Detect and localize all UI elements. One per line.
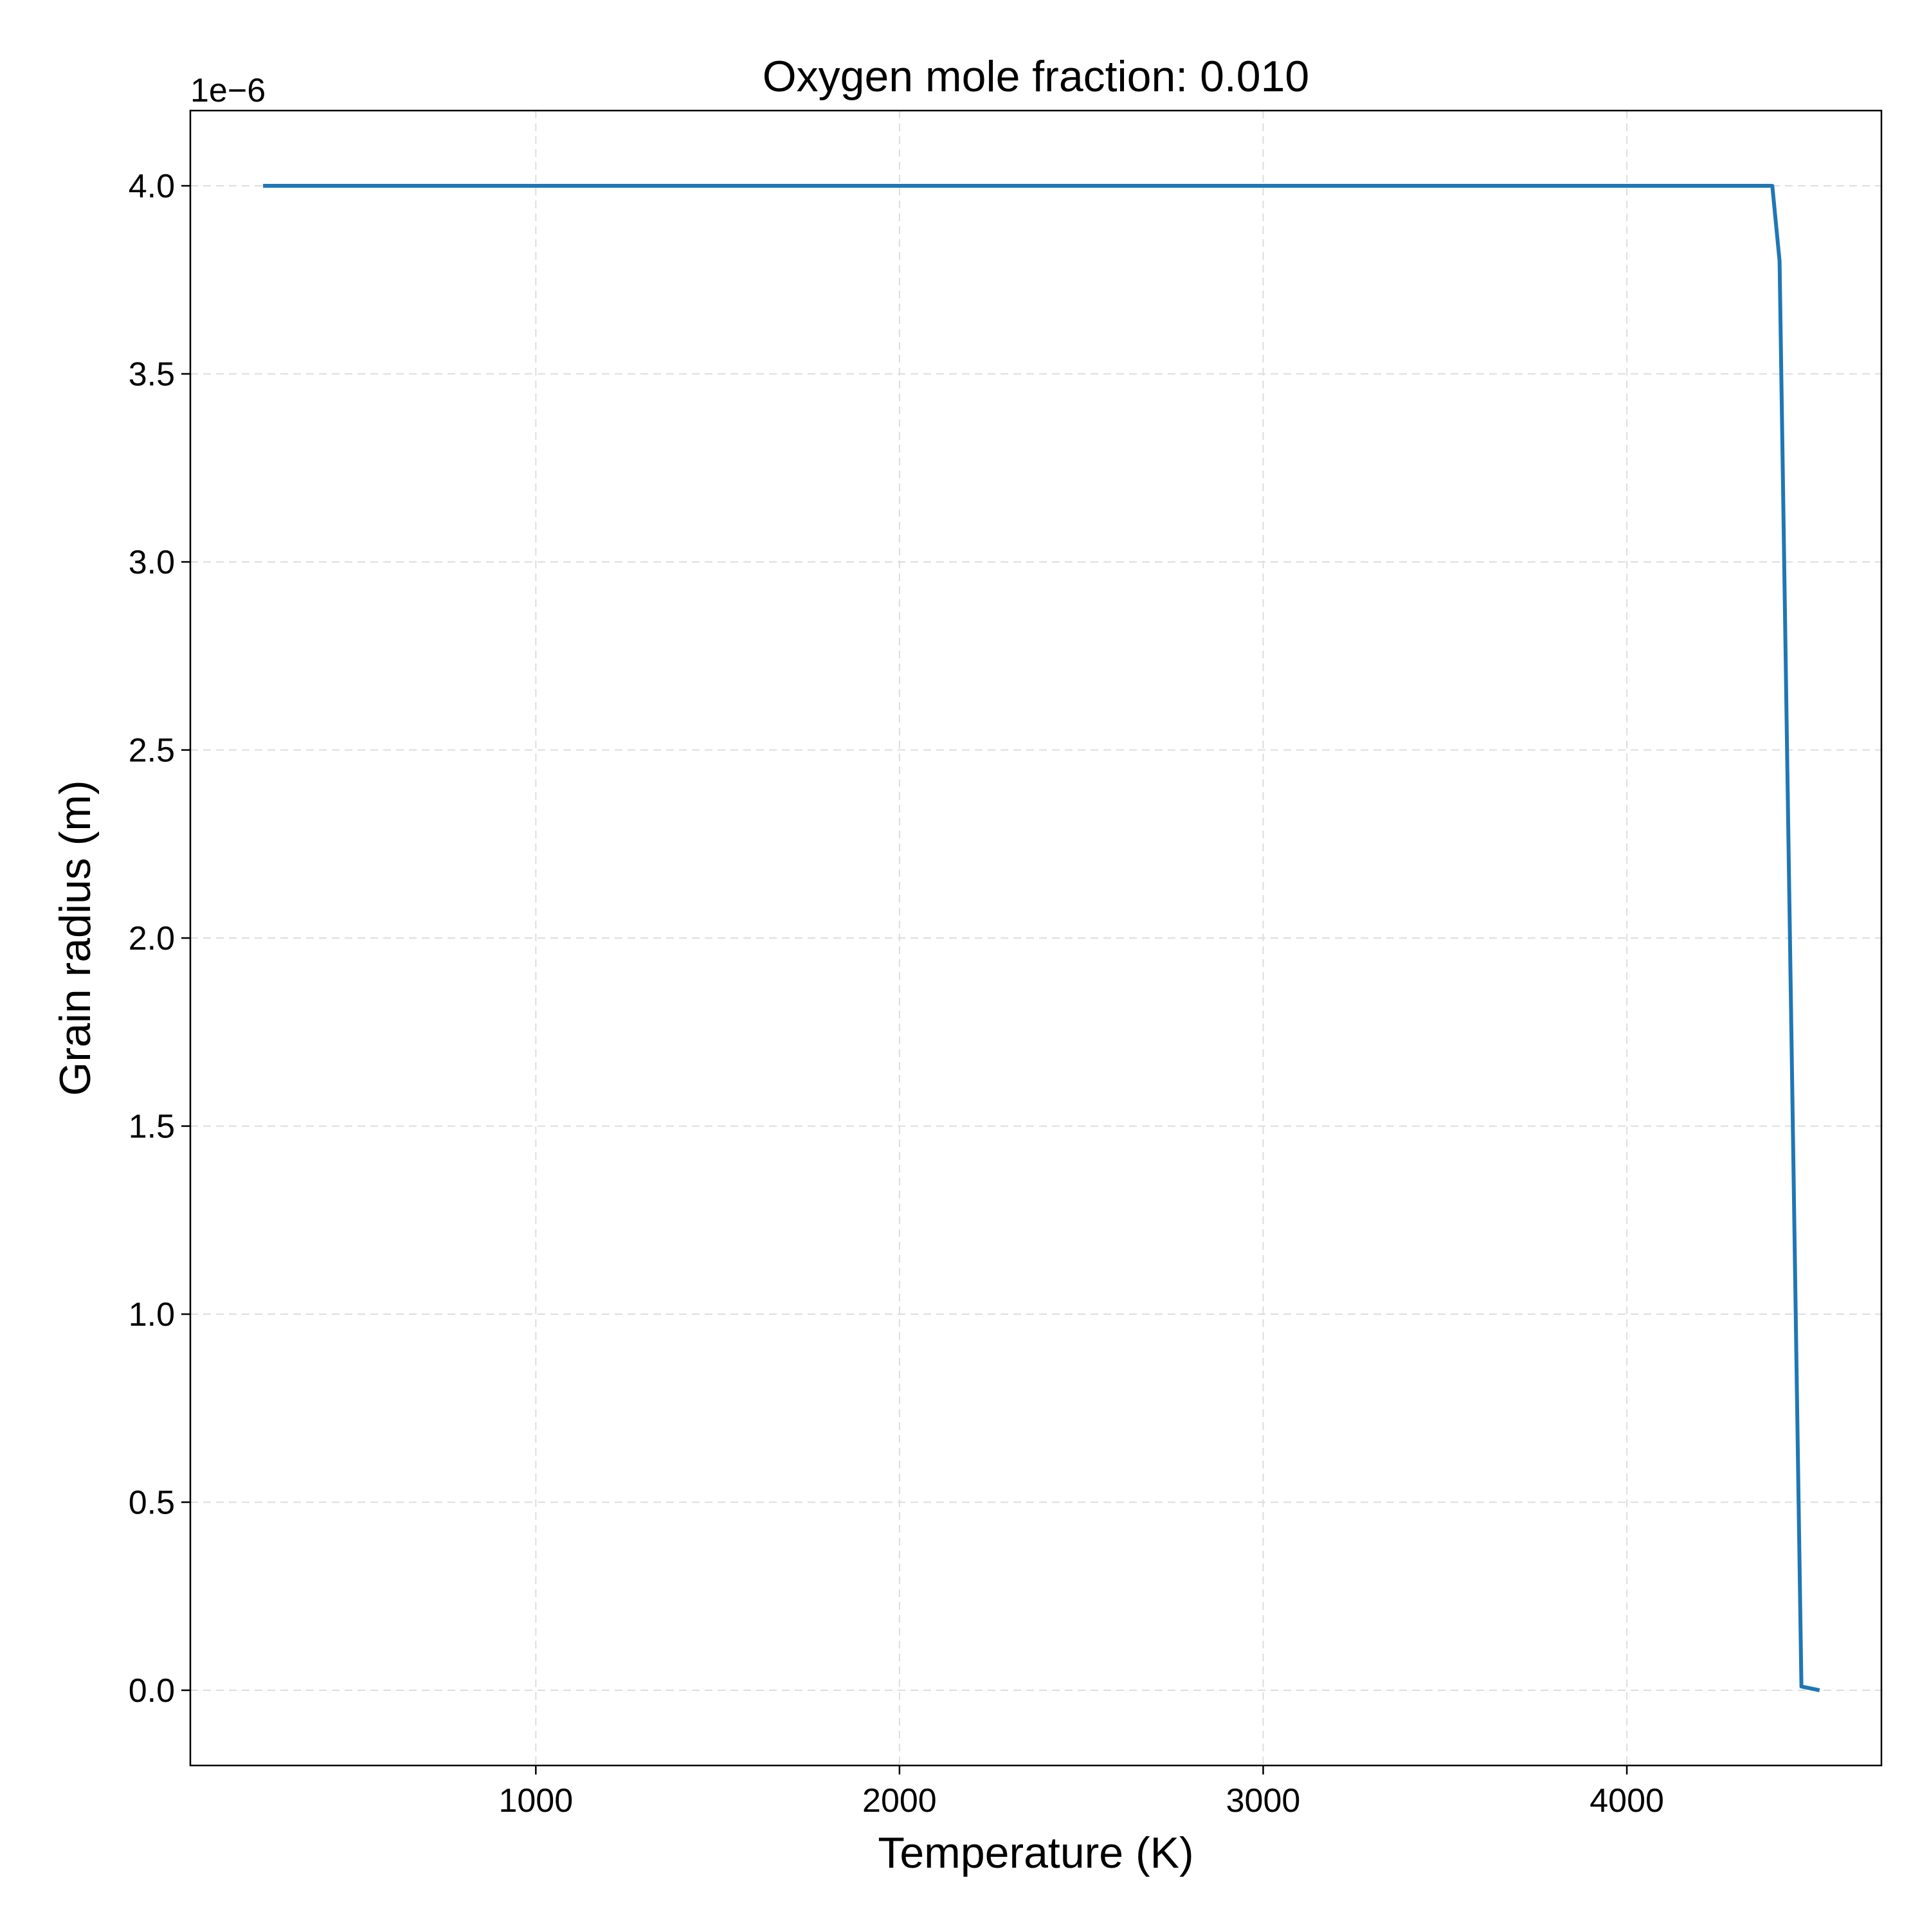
x-tick-label: 1000 <box>498 1782 573 1819</box>
series-line <box>263 184 1820 1692</box>
x-tick-label: 2000 <box>862 1782 937 1819</box>
y-tick-label: 4.0 <box>129 168 175 205</box>
chart-title: Oxygen mole fraction: 0.010 <box>763 52 1309 101</box>
y-tick-label: 0.0 <box>129 1672 175 1710</box>
x-axis-label: Temperature (K) <box>878 1828 1193 1877</box>
y-tick-label: 2.5 <box>129 732 175 770</box>
series-layer <box>263 184 1820 1692</box>
y-tick-label: 1.0 <box>129 1296 175 1333</box>
x-tick-label: 4000 <box>1589 1782 1664 1819</box>
y-axis-label: Grain radius (m) <box>51 780 100 1096</box>
y-tick-label: 0.5 <box>129 1485 175 1522</box>
x-axis: 1000 2000 3000 4000 <box>498 1765 1664 1819</box>
grid <box>190 111 1881 1765</box>
x-tick-label: 3000 <box>1226 1782 1301 1819</box>
y-tick-label: 3.5 <box>129 356 175 393</box>
y-tick-label: 1.5 <box>129 1108 175 1146</box>
y-axis-offset-text: 1e−6 <box>190 72 266 109</box>
y-tick-label: 2.0 <box>129 920 175 957</box>
y-tick-label: 3.0 <box>129 544 175 581</box>
y-axis: 0.0 0.5 1.0 1.5 2.0 2.5 3.0 3.5 4.0 <box>129 168 190 1710</box>
